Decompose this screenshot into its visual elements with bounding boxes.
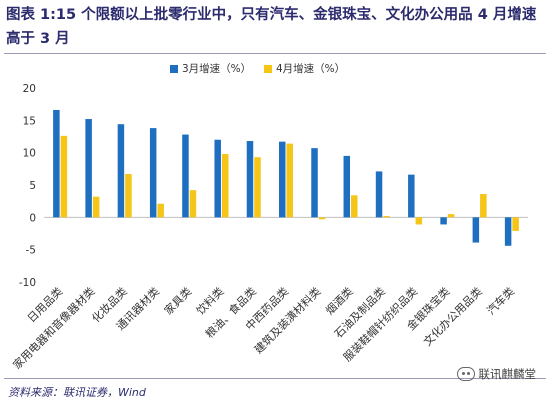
legend: 3月增速（%） 4月增速（%） xyxy=(170,62,345,75)
legend-label-april: 4月增速（%） xyxy=(276,62,345,75)
bar-april-12 xyxy=(447,214,455,218)
bar-april-14 xyxy=(512,217,519,231)
bar-march-11 xyxy=(408,174,415,218)
bar-april-4 xyxy=(189,190,197,218)
legend-swatch-march xyxy=(170,65,178,73)
bar-march-1 xyxy=(85,119,92,218)
bar-march-13 xyxy=(472,217,480,243)
y-tick-label: 20 xyxy=(23,83,36,95)
bar-april-11 xyxy=(415,217,423,225)
chart-title: 图表 1:15 个限额以上批零行业中，只有汽车、金银珠宝、文化办公用品 4 月增… xyxy=(6,7,537,47)
watermark: 联讯麒麟堂 xyxy=(456,366,537,382)
bar-april-1 xyxy=(92,196,100,218)
bar-april-6 xyxy=(254,157,261,218)
bottom-rule xyxy=(4,378,546,379)
top-rule xyxy=(4,53,546,54)
bar-march-10 xyxy=(375,171,383,218)
bar-march-14 xyxy=(504,217,512,246)
bar-april-8 xyxy=(318,217,326,220)
bar-march-5 xyxy=(214,139,221,218)
bar-march-9 xyxy=(343,155,351,218)
bar-march-8 xyxy=(311,148,318,218)
x-category-label: 家具类 xyxy=(161,284,194,317)
x-category-label: 汽车类 xyxy=(484,284,517,317)
bar-april-13 xyxy=(480,194,487,218)
bar-march-7 xyxy=(279,141,286,218)
bar-march-0 xyxy=(53,109,60,218)
wechat-icon xyxy=(456,367,475,381)
bar-march-2 xyxy=(117,124,125,218)
bar-april-5 xyxy=(221,153,229,218)
bar-april-2 xyxy=(125,174,132,218)
bars xyxy=(53,109,519,246)
bar-march-12 xyxy=(440,217,447,225)
bar-april-3 xyxy=(157,203,164,218)
watermark-text: 联讯麒麟堂 xyxy=(478,367,537,381)
bar-april-10 xyxy=(383,216,390,218)
y-tick-label: -10 xyxy=(19,277,36,289)
y-tick-label: 15 xyxy=(23,115,36,127)
bar-march-3 xyxy=(149,128,157,218)
legend-label-march: 3月增速（%） xyxy=(182,62,251,75)
legend-swatch-april xyxy=(264,65,272,73)
bar-march-6 xyxy=(246,141,254,218)
bar-april-0 xyxy=(60,135,68,218)
source-note: 资料来源：联讯证券，Wind xyxy=(8,386,146,399)
y-tick-label: -5 xyxy=(26,245,36,257)
y-tick-label: 0 xyxy=(29,212,36,224)
bar-april-7 xyxy=(286,143,293,218)
y-tick-label: 10 xyxy=(23,148,36,160)
bar-march-4 xyxy=(182,134,189,218)
y-axis: -10 -5 0 5 10 15 20 xyxy=(19,83,528,289)
y-tick-label: 5 xyxy=(29,180,36,192)
bar-april-9 xyxy=(351,195,358,218)
